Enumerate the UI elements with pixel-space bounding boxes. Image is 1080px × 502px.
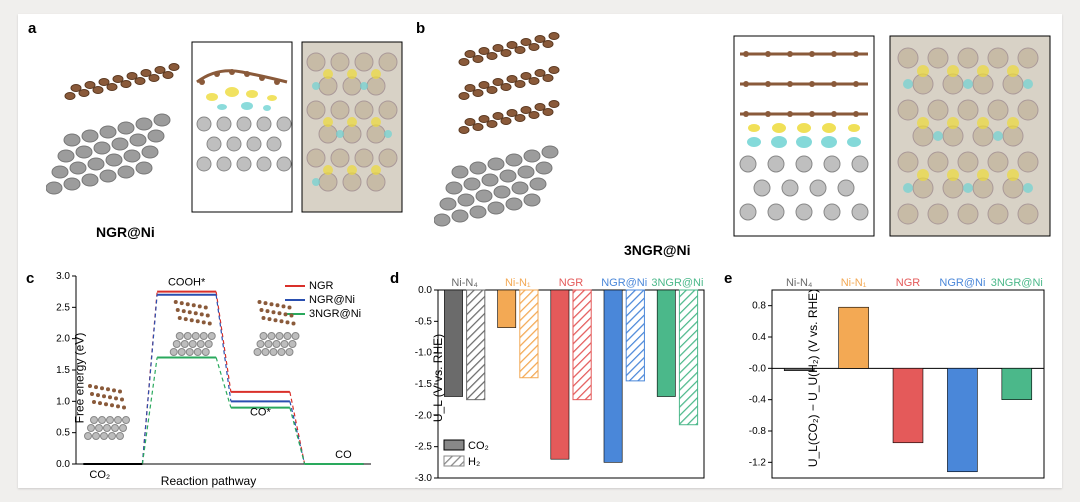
panel-a-caption: NGR@Ni — [96, 224, 155, 240]
panel-a-svg — [46, 32, 406, 240]
ngr-sideview — [192, 42, 292, 212]
triple-ngr-top — [890, 36, 1050, 236]
panel-b-label: b — [416, 20, 425, 37]
svg-text:-2.5: -2.5 — [415, 442, 433, 453]
svg-text:COOH*: COOH* — [168, 277, 206, 289]
svg-text:NGR@Ni: NGR@Ni — [309, 294, 355, 306]
svg-text:Ni-N₁: Ni-N₁ — [841, 277, 867, 289]
panel-b-svg — [434, 32, 1054, 258]
svg-text:1.5: 1.5 — [56, 365, 70, 376]
svg-text:0.5: 0.5 — [56, 428, 70, 439]
chart-c-xlabel: Reaction pathway — [161, 474, 256, 488]
svg-text:-1.0: -1.0 — [415, 348, 433, 359]
ngr-topview — [302, 42, 402, 212]
figure-card: a — [18, 14, 1062, 488]
svg-text:3.0: 3.0 — [56, 272, 70, 282]
svg-text:0.0: 0.0 — [418, 285, 432, 296]
svg-text:-1.2: -1.2 — [749, 457, 767, 468]
chart-d: U_L (V vs. RHE) -3.0 -2.5 -2.0 -1.5 -1.0 -0.5… — [398, 272, 710, 484]
svg-text:2.0: 2.0 — [56, 334, 70, 345]
svg-text:-2.0: -2.0 — [415, 410, 433, 421]
triple-ngr-side — [734, 36, 874, 236]
chart-c: Free energy (eV) Reaction pathway 0.00.5… — [40, 272, 377, 484]
svg-text:3NGR@Ni: 3NGR@Ni — [651, 277, 703, 289]
svg-text:CO₂: CO₂ — [468, 440, 489, 452]
svg-text:NGR: NGR — [309, 280, 334, 292]
chart-c-svg: 0.0 0.5 1.0 1.5 2.0 2.5 3.0 CO₂ COOH* CO* CO NGR NGR… — [40, 272, 377, 484]
svg-text:Ni-N₁: Ni-N₁ — [505, 277, 531, 289]
svg-text:3NGR@Ni: 3NGR@Ni — [309, 308, 361, 320]
svg-text:H₂: H₂ — [468, 456, 480, 468]
chart-c-ylabel: Free energy (eV) — [72, 333, 86, 424]
svg-text:Ni-N₄: Ni-N₄ — [451, 277, 478, 289]
panel-b: b — [416, 20, 425, 38]
svg-text:-1.5: -1.5 — [415, 379, 433, 390]
panel-b-art — [434, 32, 1054, 258]
svg-text:CO₂: CO₂ — [89, 469, 110, 481]
panel-c: c — [26, 270, 34, 288]
svg-text:NGR: NGR — [559, 277, 584, 289]
panel-c-label: c — [26, 270, 34, 287]
svg-text:-0.5: -0.5 — [415, 316, 433, 327]
svg-text:2.5: 2.5 — [56, 302, 70, 313]
svg-text:NGR@Ni: NGR@Ni — [939, 277, 985, 289]
svg-text:-0.8: -0.8 — [749, 426, 767, 437]
panel-a: a — [28, 20, 36, 38]
chart-d-ylabel: U_L (V vs. RHE) — [431, 334, 445, 422]
svg-text:-0.4: -0.4 — [749, 395, 767, 406]
svg-text:-0.0: -0.0 — [749, 363, 767, 374]
svg-text:-3.0: -3.0 — [415, 473, 433, 484]
svg-text:CO*: CO* — [250, 406, 272, 418]
panel-b-caption: 3NGR@Ni — [624, 242, 691, 258]
ngr-slab-3d — [46, 64, 179, 195]
triple-ngr-3d — [434, 33, 559, 227]
chart-e-ylabel: U_L(CO₂) − U_U(H₂) (V vs. RHE) — [806, 289, 820, 467]
svg-text:0.8: 0.8 — [752, 301, 766, 312]
chart-e: U_L(CO₂) − U_U(H₂) (V vs. RHE) -1.2-0.8-… — [730, 272, 1050, 484]
svg-text:Ni-N₄: Ni-N₄ — [786, 277, 813, 289]
svg-text:3NGR@Ni: 3NGR@Ni — [991, 277, 1043, 289]
chart-e-svg: -1.2 -0.8 -0.4 -0.0 0.4 0.8 Ni-N₄ Ni-N₁ NGR NGR@N… — [730, 272, 1050, 484]
svg-text:NGR: NGR — [896, 277, 921, 289]
svg-text:0.4: 0.4 — [752, 332, 766, 343]
svg-text:0.0: 0.0 — [56, 459, 70, 470]
svg-text:1.0: 1.0 — [56, 396, 70, 407]
svg-text:NGR@Ni: NGR@Ni — [601, 277, 647, 289]
panel-a-art — [46, 32, 406, 240]
panel-a-label: a — [28, 20, 36, 37]
svg-text:CO: CO — [335, 449, 352, 461]
